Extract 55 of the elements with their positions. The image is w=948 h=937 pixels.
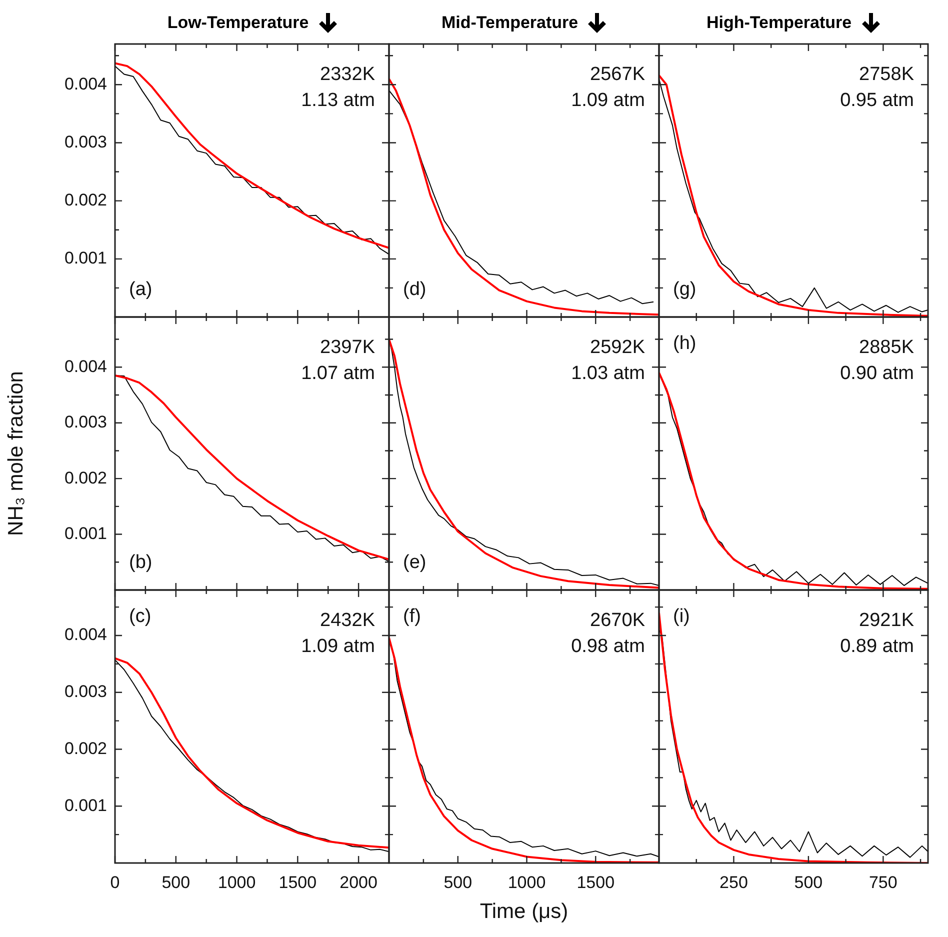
x-tick-label: 2000 (340, 872, 378, 892)
x-tick-label: 500 (162, 872, 190, 892)
annotation: 2432K (320, 610, 376, 631)
annotation: (b) (129, 552, 152, 573)
annotation: (c) (129, 606, 152, 627)
y-tick-label: 0.002 (64, 738, 107, 758)
annotation: 2592K (590, 337, 646, 358)
x-tick-label: 250 (719, 872, 748, 892)
y-tick-label: 0.001 (64, 524, 107, 543)
chart-title: Low-Temperature (167, 13, 309, 33)
x-tick-label: 0 (110, 872, 120, 892)
annotation: 0.90 atm (840, 363, 914, 384)
annotation: 2921K (858, 610, 914, 631)
y-axis-title: NH₃ mole fraction (4, 371, 28, 536)
annotation: (f) (403, 606, 421, 627)
y-tick-label: 0.002 (64, 468, 107, 488)
annotation: 2670K (590, 610, 646, 631)
annotation: 1.03 atm (571, 363, 645, 384)
annotation: 1.07 atm (301, 363, 375, 384)
x-tick-label: 1500 (576, 872, 615, 892)
y-tick-label: 0.004 (64, 356, 107, 376)
annotation: 0.95 atm (840, 90, 914, 111)
annotation: (h) (672, 333, 696, 354)
x-tick-label: 750 (868, 872, 897, 892)
y-tick-label: 0.004 (64, 74, 107, 94)
annotation: 1.09 atm (301, 636, 375, 657)
y-tick-label: 0.003 (64, 682, 107, 702)
chart-title: Mid-Temperature (441, 13, 578, 33)
x-axis-title: Time (μs) (480, 900, 568, 924)
y-tick-label: 0.001 (64, 248, 107, 268)
chart-title: High-Temperature (706, 13, 852, 33)
annotation: 0.98 atm (571, 636, 645, 657)
annotation: 2332K (320, 64, 376, 85)
annotation: (e) (403, 552, 426, 573)
y-tick-label: 0.003 (64, 412, 107, 432)
y-tick-label: 0.003 (64, 132, 107, 152)
annotation: 1.13 atm (301, 90, 375, 111)
x-tick-label: 1000 (218, 872, 256, 892)
annotation: 0.89 atm (840, 636, 914, 657)
annotation: 2397K (320, 337, 376, 358)
y-tick-label: 0.001 (64, 796, 107, 815)
y-tick-label: 0.004 (64, 625, 107, 644)
x-tick-label: 1000 (508, 872, 546, 892)
annotation: 2567K (590, 64, 646, 85)
annotation: 2758K (858, 64, 914, 85)
annotation: 2885K (858, 337, 914, 358)
x-tick-label: 500 (444, 872, 472, 892)
y-tick-label: 0.002 (64, 190, 107, 210)
annotation: (d) (403, 279, 426, 300)
annotation: 1.09 atm (571, 90, 645, 111)
x-tick-label: 1500 (278, 872, 317, 892)
annotation: (g) (672, 279, 696, 300)
x-tick-label: 500 (794, 872, 822, 892)
annotation: (i) (672, 606, 690, 627)
annotation: (a) (129, 279, 152, 300)
